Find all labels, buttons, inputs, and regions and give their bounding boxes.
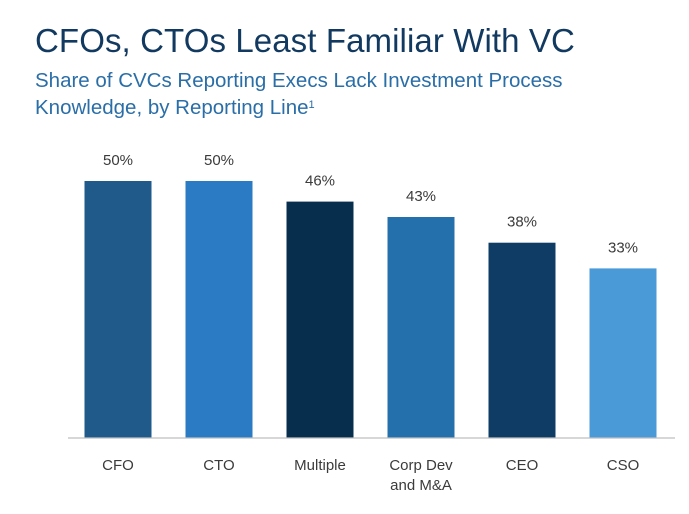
bar-3 xyxy=(387,217,455,438)
value-label-1: 50% xyxy=(204,152,234,169)
bar-1 xyxy=(185,181,253,438)
footnote-marker: 1 xyxy=(308,99,315,111)
value-label-4: 38% xyxy=(507,214,537,231)
value-label-0: 50% xyxy=(103,152,133,169)
chart-subtitle: Share of CVCs Reporting Execs Lack Inves… xyxy=(35,67,655,121)
category-labels-group: CFO CTO Multiple Corp Dev and M&A CEO CSO xyxy=(102,457,639,494)
bar-5 xyxy=(589,268,657,438)
category-label-2: Multiple xyxy=(294,457,346,474)
value-label-5: 33% xyxy=(608,239,638,256)
subtitle-line-1: Share of CVCs Reporting Execs Lack Inves… xyxy=(35,69,563,92)
category-label-3-line-0: Corp Dev xyxy=(389,457,453,474)
value-labels-group: 50% 50% 46% 43% 38% 33% xyxy=(103,152,638,256)
value-label-3: 43% xyxy=(406,188,436,205)
category-label-0: CFO xyxy=(102,457,134,474)
chart-title: CFOs, CTOs Least Familiar With VC xyxy=(35,22,575,59)
bar-2 xyxy=(286,201,354,438)
category-label-1: CTO xyxy=(203,457,234,474)
subtitle-line-2: Knowledge, by Reporting Line xyxy=(35,96,309,119)
value-label-2: 46% xyxy=(305,173,335,190)
bar-0 xyxy=(84,181,152,438)
bar-4 xyxy=(488,242,556,438)
bars-group xyxy=(84,181,657,438)
category-label-5: CSO xyxy=(607,457,640,474)
category-label-4: CEO xyxy=(506,457,539,474)
category-label-3-line-1: and M&A xyxy=(390,477,452,494)
